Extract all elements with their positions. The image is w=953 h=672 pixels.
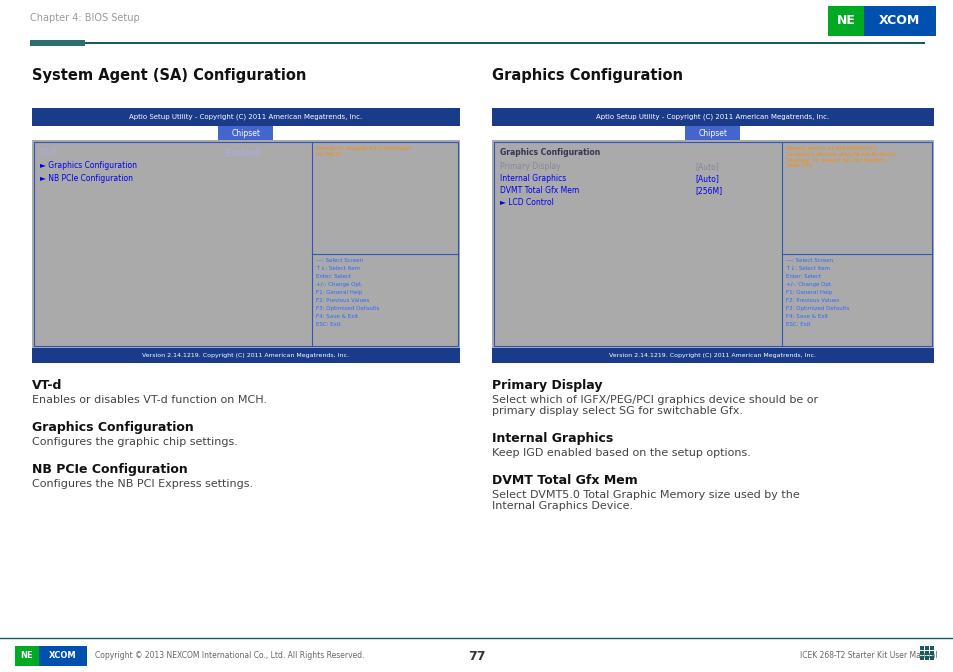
Text: Enables or disables VT-d function on MCH.: Enables or disables VT-d function on MCH… (32, 395, 267, 405)
Bar (924, 656, 928, 660)
Bar (218, 126, 274, 140)
Bar (15, 646, 87, 666)
Text: ICEK 268-T2 Starter Kit User Manual: ICEK 268-T2 Starter Kit User Manual (800, 651, 937, 661)
Text: Select which of IGFX/PEG/PCI graphics device should be or: Select which of IGFX/PEG/PCI graphics de… (492, 395, 818, 405)
Bar (494, 142, 931, 346)
Bar (492, 140, 933, 348)
Bar (827, 6, 862, 36)
Text: Configures the graphic chip settings.: Configures the graphic chip settings. (32, 437, 237, 447)
Text: ESC: Exit: ESC: Exit (784, 323, 809, 327)
Text: F3: Optimized Defaults: F3: Optimized Defaults (316, 306, 379, 311)
Text: [Auto]: [Auto] (695, 174, 719, 183)
Bar (827, 6, 935, 36)
Text: ► Graphics Configuration: ► Graphics Configuration (40, 161, 137, 170)
Text: +/-: Change Opt.: +/-: Change Opt. (784, 282, 831, 288)
Text: ↑↓: Select Item: ↑↓: Select Item (784, 266, 829, 271)
Text: Graphics Configuration: Graphics Configuration (32, 421, 193, 434)
Bar (32, 348, 459, 363)
Text: F1: General Help: F1: General Help (316, 290, 362, 296)
Bar (32, 108, 459, 126)
Text: Configures the NB PCI Express settings.: Configures the NB PCI Express settings. (32, 479, 253, 489)
Text: F2: Previous Values: F2: Previous Values (784, 298, 838, 303)
Text: System Agent (SA) Configuration: System Agent (SA) Configuration (32, 68, 306, 83)
Text: primary display select SG for switchable Gfx.: primary display select SG for switchable… (492, 406, 742, 416)
Bar (32, 140, 459, 348)
Text: [Auto]: [Auto] (695, 162, 719, 171)
Text: NB PCIe Configuration: NB PCIe Configuration (32, 463, 188, 476)
Bar (924, 646, 928, 650)
Bar (85, 42, 924, 44)
Text: Graphics Configuration: Graphics Configuration (499, 148, 599, 157)
Bar (919, 651, 923, 655)
Text: F1: General Help: F1: General Help (784, 290, 831, 296)
Text: NE: NE (21, 651, 33, 661)
Text: F4: Save & Exit: F4: Save & Exit (316, 314, 358, 319)
Text: ---: Select Screen: ---: Select Screen (784, 259, 832, 263)
Text: [256M]: [256M] (695, 186, 721, 195)
Text: Internal Graphics Device.: Internal Graphics Device. (492, 501, 633, 511)
Text: Version 2.14.1219. Copyright (C) 2011 American Megatrends, Inc.: Version 2.14.1219. Copyright (C) 2011 Am… (142, 353, 349, 358)
Text: Aptio Setup Utility - Copyright (C) 2011 American Megatrends, Inc.: Aptio Setup Utility - Copyright (C) 2011… (130, 114, 362, 120)
Bar (30, 40, 85, 46)
Bar (929, 656, 933, 660)
Text: 77: 77 (468, 650, 485, 663)
Text: Version 2.14.1219. Copyright (C) 2011 American Megatrends, Inc.: Version 2.14.1219. Copyright (C) 2011 Am… (609, 353, 816, 358)
Text: XCOM: XCOM (879, 15, 920, 28)
Text: Check to enable VT-d function
on MCH.: Check to enable VT-d function on MCH. (316, 146, 411, 157)
Text: [Enabled]: [Enabled] (224, 148, 261, 157)
Text: DVMT Total Gfx Mem: DVMT Total Gfx Mem (492, 474, 638, 487)
Bar (34, 142, 457, 346)
Text: Aptio Setup Utility - Copyright (C) 2011 American Megatrends, Inc.: Aptio Setup Utility - Copyright (C) 2011… (596, 114, 829, 120)
Bar (924, 651, 928, 655)
Text: Chipset: Chipset (232, 128, 260, 138)
Text: ↑↓: Select Item: ↑↓: Select Item (316, 266, 360, 271)
Text: Graphics Configuration: Graphics Configuration (492, 68, 682, 83)
Text: DVMT Total Gfx Mem: DVMT Total Gfx Mem (499, 186, 578, 195)
Text: Internal Graphics: Internal Graphics (499, 174, 566, 183)
Text: Enter: Select: Enter: Select (316, 274, 351, 280)
Text: VT-d: VT-d (40, 148, 56, 157)
Bar (15, 646, 39, 666)
Text: NE: NE (836, 15, 854, 28)
Text: Internal Graphics: Internal Graphics (492, 432, 613, 445)
Text: Primary Display: Primary Display (499, 162, 560, 171)
Text: Chapter 4: BIOS Setup: Chapter 4: BIOS Setup (30, 13, 139, 23)
Text: ESC: Exit: ESC: Exit (316, 323, 340, 327)
Bar (492, 108, 933, 126)
Bar (492, 348, 933, 363)
Text: ---: Select Screen: ---: Select Screen (316, 259, 363, 263)
Bar (929, 646, 933, 650)
Text: ► LCD Control: ► LCD Control (499, 198, 554, 207)
Text: Select DVMT5.0 Total Graphic Memory size used by the: Select DVMT5.0 Total Graphic Memory size… (492, 490, 799, 500)
Text: F3: Optimized Defaults: F3: Optimized Defaults (784, 306, 848, 311)
Text: XCOM: XCOM (49, 651, 76, 661)
Text: F4: Save & Exit: F4: Save & Exit (784, 314, 826, 319)
Text: F2: Previous Values: F2: Previous Values (316, 298, 369, 303)
Text: Chipset: Chipset (698, 128, 727, 138)
Bar (685, 126, 740, 140)
Text: Keep IGD enabled based on the setup options.: Keep IGD enabled based on the setup opti… (492, 448, 750, 458)
Text: Primary Display: Primary Display (492, 379, 602, 392)
Bar (929, 651, 933, 655)
Text: VT-d: VT-d (32, 379, 62, 392)
Text: Enter: Select: Enter: Select (784, 274, 820, 280)
Text: +/-: Change Opt.: +/-: Change Opt. (316, 282, 363, 288)
Text: Select which of IGFX/PEG/PCI
Graphics device should be Primary
Display. Or selec: Select which of IGFX/PEG/PCI Graphics de… (784, 146, 894, 169)
Bar (919, 646, 923, 650)
Text: ► NB PCIe Configuration: ► NB PCIe Configuration (40, 174, 132, 183)
Text: Copyright © 2013 NEXCOM International Co., Ltd. All Rights Reserved.: Copyright © 2013 NEXCOM International Co… (95, 651, 364, 661)
Bar (919, 656, 923, 660)
